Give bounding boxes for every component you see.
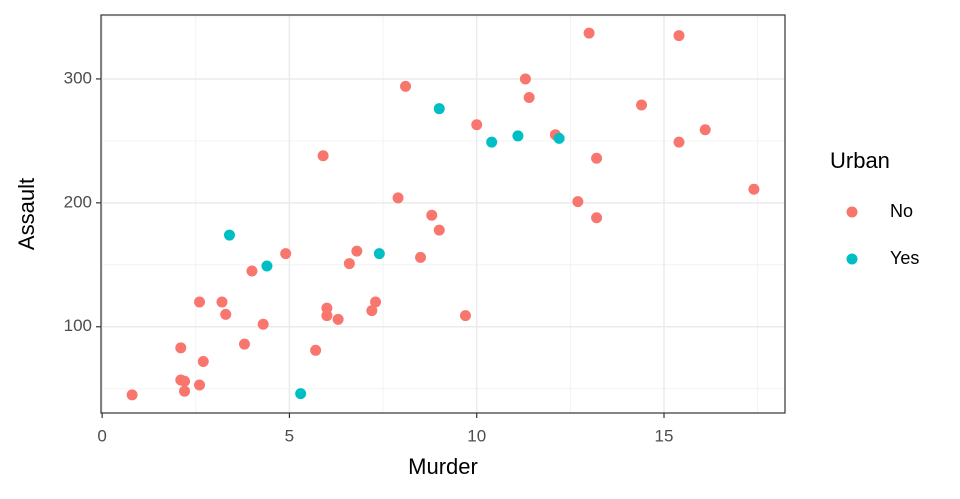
point xyxy=(223,229,235,241)
point xyxy=(246,265,258,277)
point xyxy=(471,119,483,131)
x-tick-label: 5 xyxy=(285,426,294,445)
point xyxy=(216,296,228,308)
point xyxy=(373,248,385,260)
point xyxy=(194,379,206,391)
point xyxy=(370,296,382,308)
point xyxy=(280,248,292,260)
legend-title: Urban xyxy=(830,148,890,173)
panel-border xyxy=(100,14,786,414)
x-axis-title: Murder xyxy=(408,454,478,479)
point xyxy=(257,318,269,330)
y-tick-label: 100 xyxy=(64,316,92,335)
x-tick-label: 0 xyxy=(97,426,106,445)
point xyxy=(523,92,535,104)
y-tick-label: 200 xyxy=(64,192,92,211)
point xyxy=(343,258,355,270)
point xyxy=(459,310,471,322)
legend-label: Yes xyxy=(890,248,919,268)
point xyxy=(433,103,445,115)
point xyxy=(673,136,685,148)
point xyxy=(220,308,232,320)
point xyxy=(351,245,363,257)
point xyxy=(261,260,273,272)
point xyxy=(126,389,138,401)
point xyxy=(415,251,427,263)
y-axis-title: Assault xyxy=(14,178,39,250)
point xyxy=(295,388,307,400)
point xyxy=(310,344,322,356)
point xyxy=(486,136,498,148)
point xyxy=(699,124,711,136)
x-tick-label: 10 xyxy=(467,426,486,445)
point xyxy=(673,30,685,42)
point xyxy=(433,224,445,236)
point xyxy=(519,73,531,85)
point xyxy=(572,196,584,208)
point xyxy=(194,296,206,308)
point xyxy=(175,374,187,386)
x-tick-label: 15 xyxy=(655,426,674,445)
legend-label: No xyxy=(890,201,913,221)
point xyxy=(591,212,603,224)
point xyxy=(321,310,333,322)
point xyxy=(636,99,648,111)
point xyxy=(366,305,378,317)
point xyxy=(392,192,404,204)
point xyxy=(426,209,438,221)
point xyxy=(748,183,760,195)
point xyxy=(317,150,329,162)
point xyxy=(591,152,603,164)
legend-swatch xyxy=(846,253,858,265)
point xyxy=(400,80,412,92)
point xyxy=(512,130,524,142)
point xyxy=(553,132,565,144)
point xyxy=(332,313,344,325)
y-tick-label: 300 xyxy=(64,68,92,87)
point xyxy=(197,355,209,367)
point xyxy=(583,27,595,39)
legend-swatch xyxy=(846,206,858,218)
point xyxy=(179,385,191,397)
point xyxy=(238,338,250,350)
point xyxy=(175,342,187,354)
